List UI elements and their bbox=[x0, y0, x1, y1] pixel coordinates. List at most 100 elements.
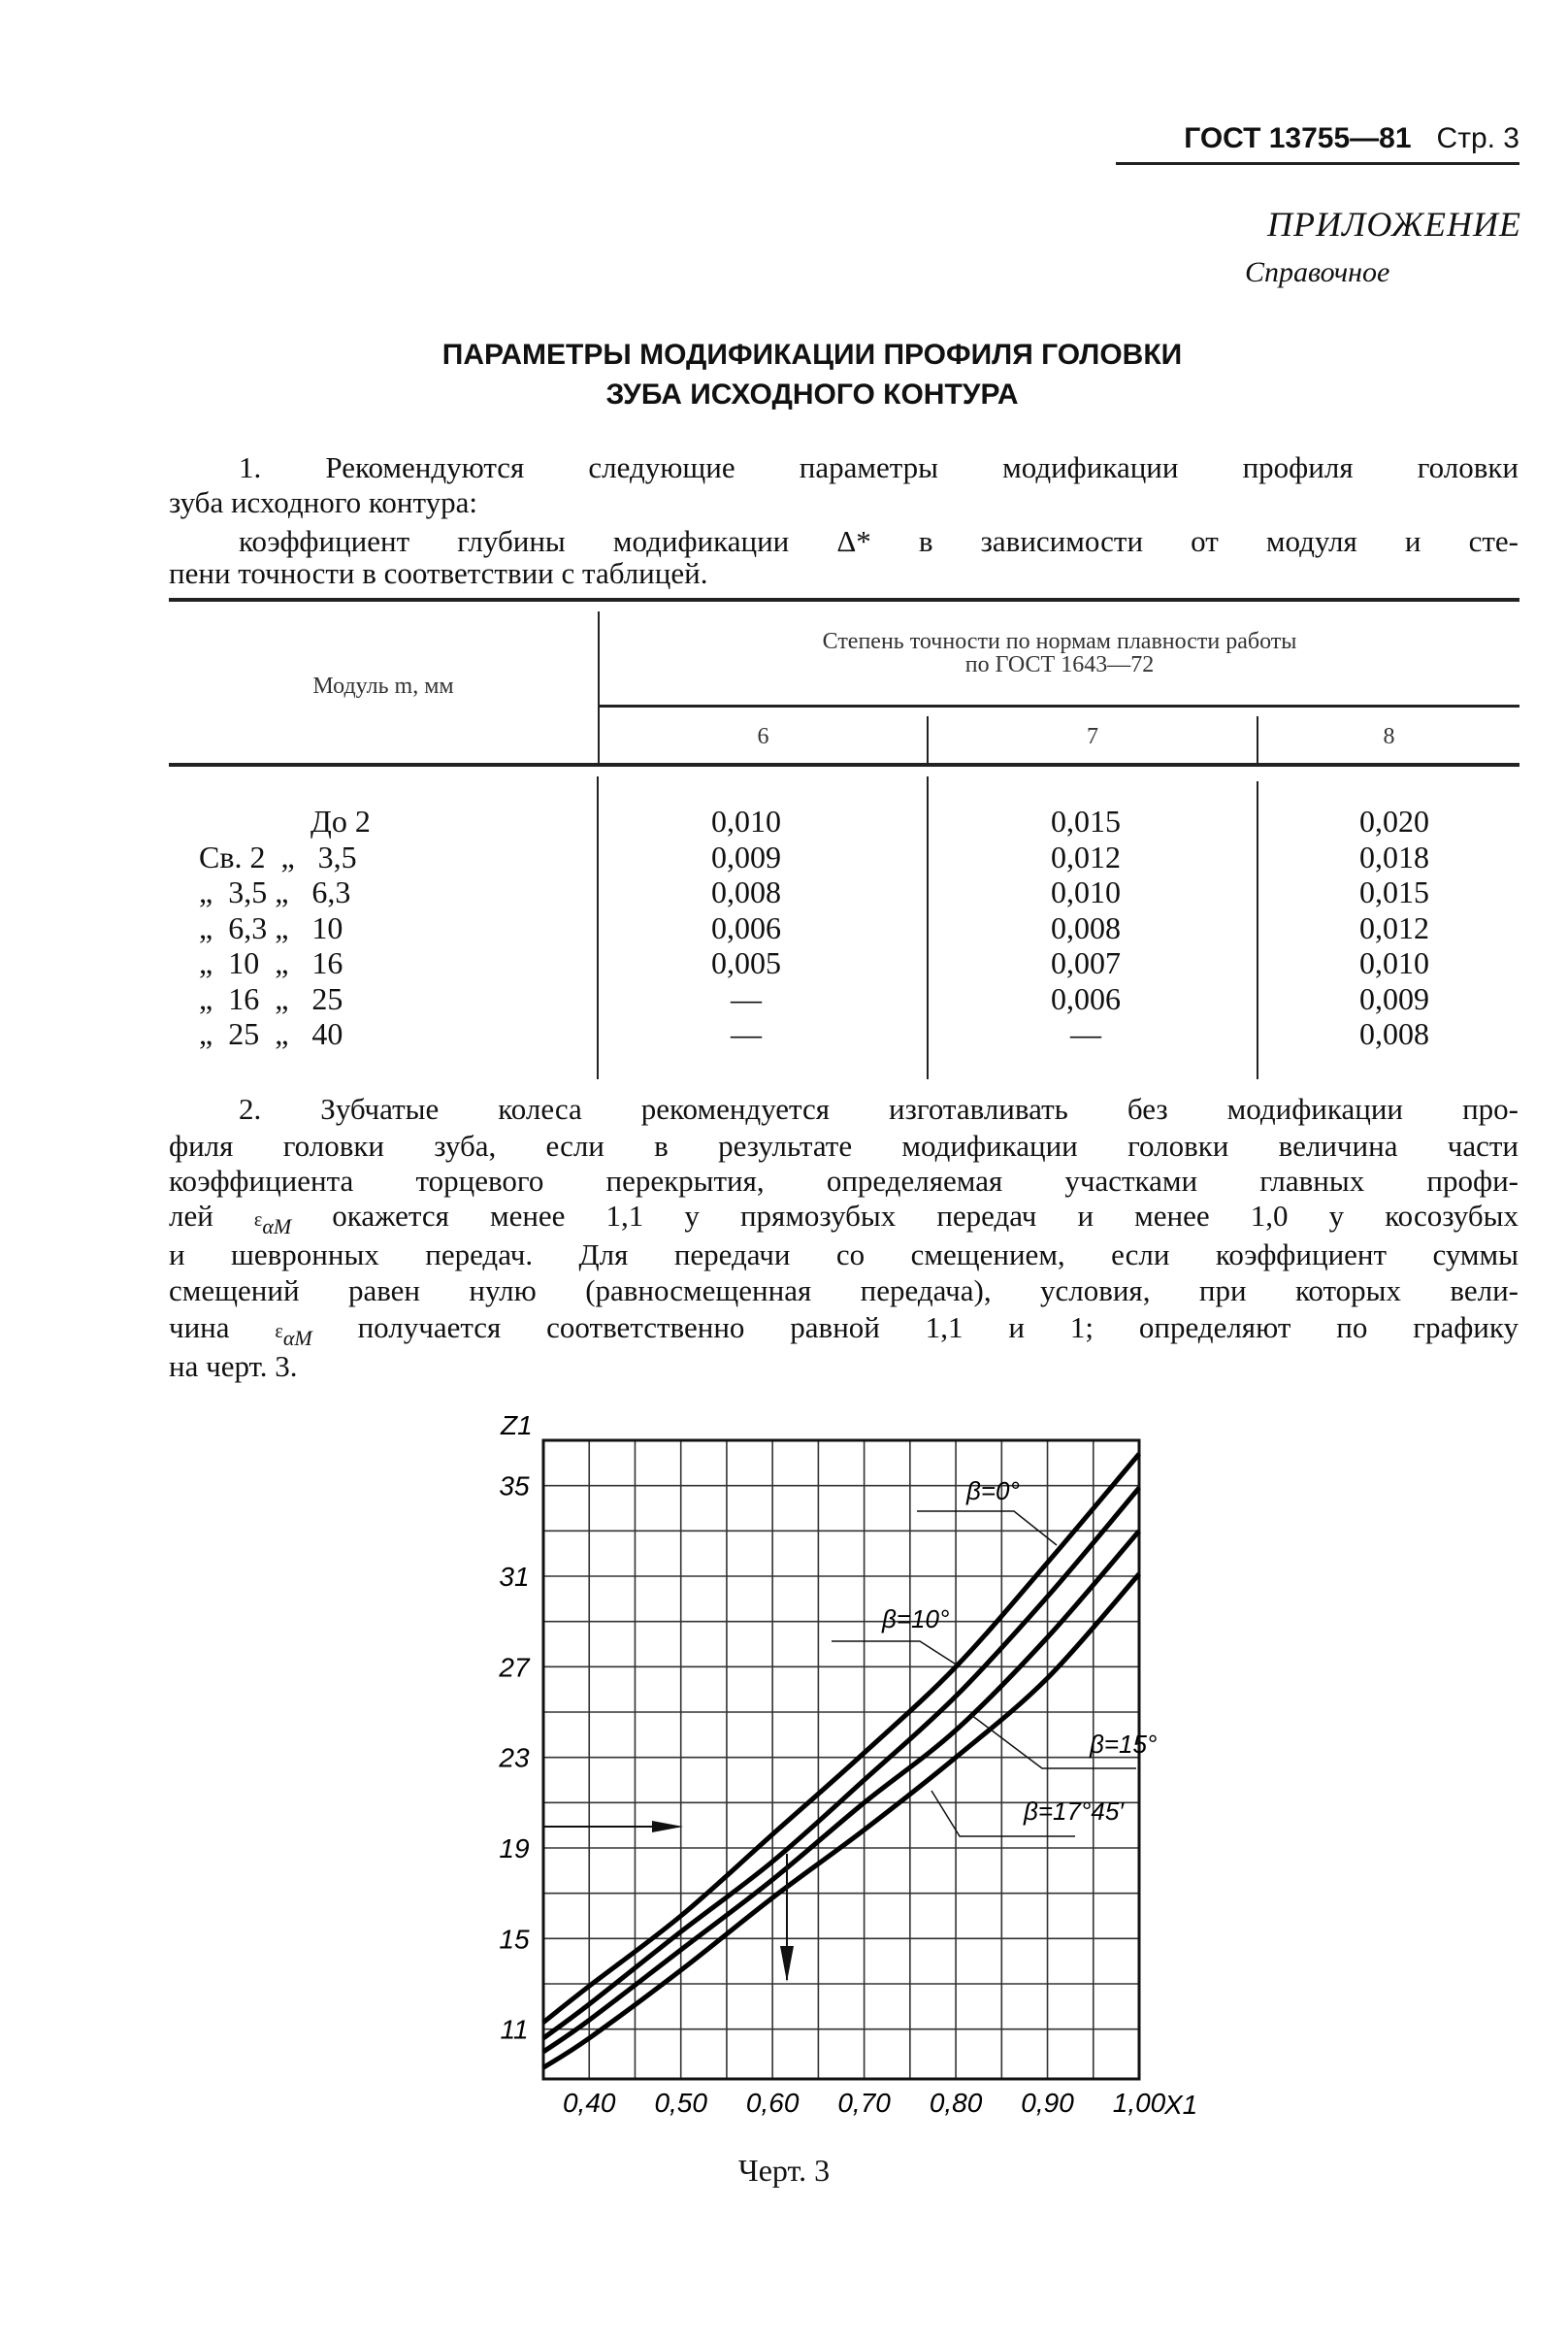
para2-line: на черт. 3. bbox=[169, 1349, 298, 1383]
label-leader bbox=[931, 1790, 1075, 1837]
series-line bbox=[541, 1452, 1141, 2025]
label-leader bbox=[832, 1640, 959, 1666]
table-divider bbox=[597, 776, 599, 1079]
column-group-header: Степень точности по нормам плавности раб… bbox=[822, 629, 1297, 654]
x-tick-label: 0,50 bbox=[654, 2088, 707, 2118]
y-tick-label: 27 bbox=[498, 1652, 531, 1682]
para2-line: смещений равен нулю (равносмещенная пере… bbox=[169, 1273, 1519, 1307]
series-label: β=0° bbox=[965, 1476, 1020, 1505]
epsilon-symbol: ε bbox=[253, 1209, 263, 1231]
para2-line: коэффициента торцевого перекрытия, опред… bbox=[169, 1164, 1519, 1198]
module-range: До 2 bbox=[310, 804, 371, 839]
x-axis-label: X1 bbox=[1163, 2090, 1197, 2120]
table-value: 0,009 bbox=[711, 839, 781, 874]
para1-line: коэффициент глубины модификации Δ* в зав… bbox=[239, 524, 1519, 558]
column-header-module: Модуль m, мм bbox=[312, 674, 454, 699]
table-value: 0,010 bbox=[711, 804, 781, 839]
text-segment: окажется менее 1,1 у прямозубых передач … bbox=[291, 1199, 1519, 1233]
table-divider bbox=[1257, 716, 1258, 765]
table-top-rule bbox=[169, 598, 1519, 602]
plot-frame bbox=[541, 1438, 1141, 2081]
x-tick-label: 0,60 bbox=[746, 2088, 800, 2118]
para2-line: чина εαM получается соответственно равно… bbox=[169, 1310, 1519, 1350]
para1-line: зуба исходного контура: bbox=[169, 485, 477, 519]
column-header-grade: 8 bbox=[1383, 724, 1395, 749]
table-value: 0,009 bbox=[1359, 980, 1429, 1016]
text-segment: лей bbox=[169, 1199, 254, 1233]
table-value: 0,012 bbox=[1051, 839, 1121, 874]
para2-line: филя головки зуба, если в результате мод… bbox=[169, 1129, 1519, 1163]
para2-line: 2. Зубчатые колеса рекомендуется изготав… bbox=[239, 1092, 1519, 1126]
para2-line: и шевронных передач. Для передачи со сме… bbox=[169, 1237, 1519, 1271]
epsilon-subscript: αM bbox=[282, 1326, 312, 1350]
page-number: Стр. 3 bbox=[1436, 122, 1519, 154]
series-line bbox=[541, 1572, 1141, 2070]
table-divider bbox=[927, 716, 929, 765]
header-rule bbox=[1116, 162, 1519, 165]
series-label: β=17°45′ bbox=[1023, 1797, 1125, 1826]
y-axis-label: Z1 bbox=[500, 1410, 533, 1440]
table-value: 0,012 bbox=[1359, 909, 1429, 945]
page-header: ГОСТ 13755—81 Стр. 3 bbox=[1184, 122, 1519, 155]
table-value: 0,008 bbox=[711, 874, 781, 909]
table-divider bbox=[598, 611, 600, 765]
table-value: 0,015 bbox=[1359, 874, 1429, 909]
table-value: 0,006 bbox=[711, 909, 781, 945]
module-range: „ 16 „ 25 bbox=[199, 980, 343, 1016]
x-tick-label: 0,40 bbox=[563, 2088, 616, 2118]
table-divider bbox=[927, 776, 929, 1079]
para1-line: пени точности в соответствии с таблицей. bbox=[169, 556, 708, 590]
table-value: 0,015 bbox=[1051, 804, 1121, 839]
epsilon-symbol: ε bbox=[275, 1321, 283, 1342]
label-leader bbox=[917, 1510, 1058, 1546]
para2-line: лей εαM окажется менее 1,1 у прямозубых … bbox=[169, 1199, 1519, 1238]
table-value: — bbox=[731, 980, 762, 1016]
table-value: 0,020 bbox=[1359, 804, 1429, 839]
epsilon-subscript: αM bbox=[262, 1214, 292, 1238]
series-label: β=10° bbox=[881, 1604, 949, 1633]
column-header-grade: 7 bbox=[1087, 724, 1098, 749]
x-tick-label: 1,00 bbox=[1113, 2088, 1166, 2118]
para1-line: 1. Рекомендуются следующие параметры мод… bbox=[239, 450, 1519, 484]
x-tick-label: 0,70 bbox=[837, 2088, 891, 2118]
table-value: 0,008 bbox=[1359, 1016, 1429, 1051]
column-group-header: по ГОСТ 1643—72 bbox=[964, 652, 1155, 677]
label-leader bbox=[970, 1714, 1136, 1769]
table-value: 0,007 bbox=[1051, 945, 1121, 980]
doc-number: ГОСТ 13755—81 bbox=[1184, 122, 1412, 154]
figure-caption: Черт. 3 bbox=[737, 2153, 831, 2188]
module-range: Св. 2 „ 3,5 bbox=[199, 839, 357, 874]
table-value: — bbox=[731, 1016, 762, 1051]
text-segment: чина bbox=[169, 1310, 276, 1344]
x-tick-label: 0,80 bbox=[930, 2088, 983, 2118]
section-title-line-1: ПАРАМЕТРЫ МОДИФИКАЦИИ ПРОФИЛЯ ГОЛОВКИ bbox=[441, 339, 1183, 371]
table-divider bbox=[1257, 781, 1258, 1079]
y-tick-label: 19 bbox=[499, 1833, 529, 1863]
table-value: — bbox=[1070, 1016, 1101, 1051]
appendix-label: ПРИЛОЖЕНИЕ bbox=[1267, 205, 1521, 244]
module-range: „ 6,3 „ 10 bbox=[199, 909, 343, 945]
y-tick-label: 11 bbox=[500, 2015, 528, 2045]
table-value: 0,005 bbox=[711, 945, 781, 980]
series-label: β=15° bbox=[1089, 1730, 1157, 1759]
y-tick-label: 15 bbox=[499, 1924, 530, 1954]
section-title-line-2: ЗУБА ИСХОДНОГО КОНТУРА bbox=[605, 379, 1019, 411]
table-value: 0,010 bbox=[1051, 874, 1121, 909]
series-line bbox=[541, 1486, 1141, 2041]
series-line bbox=[541, 1529, 1141, 2055]
y-tick-label: 31 bbox=[499, 1562, 529, 1592]
table-group-rule bbox=[600, 705, 1519, 708]
appendix-kind: Справочное bbox=[1245, 256, 1390, 288]
y-tick-label: 35 bbox=[499, 1471, 530, 1501]
module-range: „ 25 „ 40 bbox=[199, 1016, 343, 1051]
arrow-down-icon bbox=[780, 1946, 794, 1982]
table-header-rule bbox=[169, 763, 1519, 767]
table-value: 0,018 bbox=[1359, 839, 1429, 874]
x-tick-label: 0,90 bbox=[1021, 2088, 1074, 2118]
module-range: „ 10 „ 16 bbox=[199, 945, 343, 980]
table-value: 0,010 bbox=[1359, 945, 1429, 980]
table-value: 0,006 bbox=[1051, 980, 1121, 1016]
arrow-right-icon bbox=[652, 1821, 683, 1832]
text-segment: получается соответственно равной 1,1 и 1… bbox=[311, 1310, 1519, 1344]
